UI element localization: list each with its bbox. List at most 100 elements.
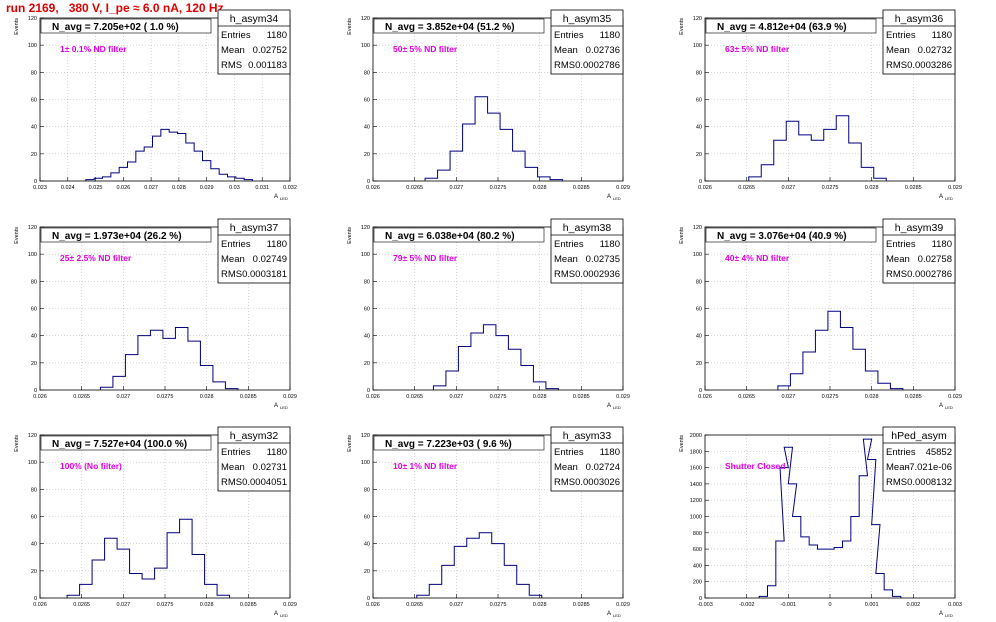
histogram-panel-h_asym34: 0 20 40 60 80 100 120 0.023 0.024 0.025 0.026 0.027… bbox=[14, 9, 297, 201]
histogram-bin bbox=[450, 151, 463, 181]
y-tick-label: 80 bbox=[364, 70, 370, 76]
histogram-bin bbox=[213, 382, 226, 390]
x-tick-label: 0.028 bbox=[533, 602, 547, 608]
x-tick-label: 0.031 bbox=[255, 185, 269, 191]
histogram-bin bbox=[799, 135, 812, 181]
histogram-bin bbox=[103, 177, 111, 181]
histogram-panel-h_asym38: 0 20 40 60 80 100 120 0.026 0.0265 0.027 0.0275 0.0… bbox=[347, 218, 630, 410]
y-tick-label: 20 bbox=[31, 569, 37, 575]
stats-entries-value: 1180 bbox=[600, 239, 620, 250]
navg-title: N_avg = 7.205e+02 ( 1.0 %) bbox=[52, 22, 179, 33]
x-tick-label: 0.028 bbox=[865, 394, 879, 400]
histogram-name: h_asym34 bbox=[230, 13, 279, 25]
y-tick-label: 80 bbox=[696, 279, 702, 285]
navg-box bbox=[705, 227, 877, 243]
stats-rms-value: 0.0003286 bbox=[907, 60, 952, 71]
x-tick-label: -0.003 bbox=[697, 602, 713, 608]
x-tick-label: 0.0275 bbox=[822, 394, 839, 400]
histogram-bin bbox=[884, 590, 892, 598]
stats-mean-value: 0.02732 bbox=[918, 45, 952, 56]
histogram-bin bbox=[144, 147, 152, 181]
y-tick-label: 0 bbox=[367, 596, 370, 602]
x-tick-label: 0.03 bbox=[229, 185, 240, 191]
histogram-name: hPed_asym bbox=[891, 430, 947, 442]
x-tick-label: 0.001 bbox=[865, 602, 879, 608]
x-tick-label: 0.026 bbox=[698, 394, 712, 400]
x-axis-subscript: LED bbox=[613, 196, 621, 201]
histogram-name: h_asym38 bbox=[563, 222, 612, 234]
navg-box bbox=[40, 227, 212, 243]
stats-box bbox=[882, 9, 956, 75]
y-tick-label: 1800 bbox=[690, 449, 702, 455]
x-tick-label: 0.028 bbox=[865, 185, 879, 191]
stats-mean-value: 0.02731 bbox=[253, 462, 287, 473]
histogram-bin bbox=[801, 537, 809, 598]
y-tick-label: 400 bbox=[693, 563, 702, 569]
histogram-bin bbox=[163, 338, 176, 390]
x-tick-label: 0.029 bbox=[948, 394, 962, 400]
histogram-bin bbox=[788, 484, 796, 598]
x-tick-label: 0.023 bbox=[33, 185, 47, 191]
y-tick-label: 20 bbox=[364, 569, 370, 575]
histogram-bin bbox=[192, 555, 205, 598]
histogram-bin bbox=[809, 545, 817, 598]
histogram-bin bbox=[790, 374, 803, 390]
x-tick-label: -0.002 bbox=[739, 602, 755, 608]
histogram-line bbox=[99, 327, 239, 390]
navg-title: N_avg = 7.223e+03 ( 9.6 %) bbox=[385, 439, 512, 450]
x-tick-label: 0 bbox=[828, 602, 831, 608]
stats-mean-label: Mean bbox=[886, 462, 910, 473]
filter-label: 79± 5% ND filter bbox=[393, 253, 458, 263]
navg-box bbox=[373, 435, 545, 451]
histogram-bin bbox=[840, 328, 853, 390]
stats-mean-label: Mean bbox=[554, 462, 578, 473]
x-tick-label: 0.0265 bbox=[738, 185, 755, 191]
x-tick-label: 0.027 bbox=[449, 185, 463, 191]
y-tick-label: 100 bbox=[361, 460, 370, 466]
x-tick-label: 0.0265 bbox=[73, 394, 90, 400]
x-axis-title: A bbox=[607, 611, 611, 617]
histogram-bin bbox=[186, 143, 194, 181]
x-tick-label: 0.0285 bbox=[573, 602, 590, 608]
x-tick-label: 0.0275 bbox=[490, 185, 507, 191]
histogram-name: h_asym33 bbox=[563, 430, 612, 442]
y-tick-label: 120 bbox=[361, 433, 370, 439]
y-axis-title: Events bbox=[347, 227, 353, 244]
x-tick-label: 0.029 bbox=[283, 602, 297, 608]
stats-mean-value: 0.02758 bbox=[918, 254, 952, 265]
y-tick-label: 1000 bbox=[690, 515, 702, 521]
x-tick-label: 0.027 bbox=[449, 602, 463, 608]
stats-entries-value: 1180 bbox=[600, 30, 620, 41]
stats-mean-value: 0.02724 bbox=[586, 462, 620, 473]
y-axis-title: Events bbox=[679, 227, 685, 244]
y-tick-label: 0 bbox=[34, 388, 37, 394]
histogram-bin bbox=[188, 341, 201, 390]
y-tick-label: 120 bbox=[28, 433, 37, 439]
x-tick-label: 0.0275 bbox=[490, 602, 507, 608]
x-tick-label: 0.029 bbox=[616, 602, 630, 608]
histogram-line bbox=[432, 324, 559, 390]
stats-mean-value: 0.02736 bbox=[586, 45, 620, 56]
histogram-name: h_asym37 bbox=[230, 222, 279, 234]
x-tick-label: 0.0285 bbox=[573, 185, 590, 191]
histogram-panel-h_asym33: 0 20 40 60 80 100 120 0.026 0.0265 0.027 0.0275 0.0… bbox=[347, 426, 630, 618]
navg-title: N_avg = 3.076e+04 (40.9 %) bbox=[717, 231, 847, 242]
y-tick-label: 100 bbox=[693, 43, 702, 49]
y-tick-label: 0 bbox=[34, 596, 37, 602]
x-tick-label: 0.028 bbox=[172, 185, 186, 191]
x-tick-label: 0.028 bbox=[533, 394, 547, 400]
x-axis-title: A bbox=[939, 611, 943, 617]
histogram-bin bbox=[442, 565, 455, 598]
x-axis-subscript: LED bbox=[945, 196, 953, 201]
y-axis-title: Events bbox=[14, 18, 20, 35]
stats-entries-value: 1180 bbox=[932, 30, 952, 41]
x-tick-label: 0.027 bbox=[781, 185, 795, 191]
filter-label: Shutter Closed bbox=[725, 461, 785, 471]
y-tick-label: 100 bbox=[28, 43, 37, 49]
x-tick-label: 0.0285 bbox=[240, 394, 257, 400]
histogram-bin bbox=[475, 97, 488, 181]
stats-rms-label: RMS bbox=[554, 269, 575, 280]
y-tick-label: 40 bbox=[31, 542, 37, 548]
histogram-bin bbox=[849, 143, 862, 181]
x-axis-title: A bbox=[607, 194, 611, 200]
